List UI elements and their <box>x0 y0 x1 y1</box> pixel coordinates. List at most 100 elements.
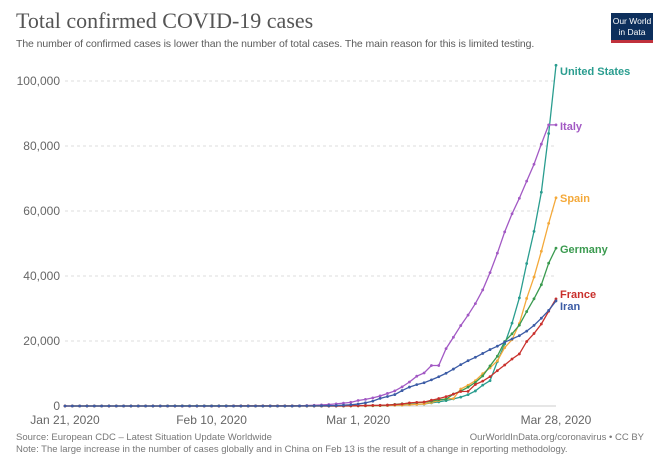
data-point <box>364 404 367 407</box>
data-point <box>232 404 235 408</box>
data-point <box>327 404 331 408</box>
data-point <box>224 404 228 408</box>
data-point <box>430 364 433 367</box>
data-point <box>503 340 507 344</box>
owid-logo[interactable]: Our World in Data <box>611 13 653 43</box>
data-point <box>495 354 499 358</box>
series-line <box>65 65 557 407</box>
data-point <box>495 359 499 363</box>
data-point <box>276 404 279 408</box>
data-point <box>525 340 529 343</box>
series-label[interactable]: Iran <box>560 301 580 313</box>
data-point <box>481 374 485 378</box>
data-point <box>408 401 411 405</box>
data-point <box>78 404 82 408</box>
series-italy[interactable] <box>63 123 558 408</box>
data-point <box>539 142 543 146</box>
data-point <box>503 230 507 234</box>
data-point <box>415 383 419 387</box>
data-point <box>415 374 419 378</box>
data-point <box>452 397 455 400</box>
data-point <box>510 357 514 361</box>
data-point <box>466 385 470 389</box>
data-point <box>473 383 477 386</box>
data-point <box>364 401 367 405</box>
data-point <box>400 385 404 389</box>
data-point <box>342 401 345 405</box>
data-point <box>122 404 126 408</box>
data-point <box>517 296 521 300</box>
data-point <box>239 404 243 408</box>
data-point <box>459 387 463 391</box>
data-point <box>290 404 294 408</box>
data-point <box>532 275 536 279</box>
data-point <box>437 375 441 379</box>
series-label[interactable]: United States <box>560 66 630 78</box>
y-tick-label: 40,000 <box>23 269 60 283</box>
data-point <box>488 271 492 275</box>
data-point <box>481 383 485 387</box>
data-point <box>136 404 140 408</box>
data-point <box>517 334 521 338</box>
x-axis-ticks: Jan 21, 2020 Feb 10, 2020 Mar 1, 2020 Mar 2… <box>30 413 591 427</box>
data-point <box>532 162 536 166</box>
data-point <box>466 359 470 363</box>
owid-link[interactable]: OurWorldInData.org/coronavirus • CC BY <box>469 432 644 443</box>
x-tick-label: Mar 1, 2020 <box>326 413 390 427</box>
data-point <box>85 404 89 408</box>
data-point <box>488 364 492 368</box>
series-label[interactable]: Spain <box>560 193 590 205</box>
data-point <box>466 393 470 397</box>
data-point <box>246 404 250 408</box>
data-point <box>452 392 455 396</box>
data-point <box>525 310 529 313</box>
series-label[interactable]: France <box>560 289 596 301</box>
methodology-note: Note: The large increase in the number o… <box>16 444 568 455</box>
data-point <box>261 404 265 408</box>
data-point <box>356 402 360 406</box>
data-point <box>144 404 148 408</box>
data-point <box>532 297 536 301</box>
data-point <box>151 404 155 408</box>
data-point <box>554 63 558 67</box>
data-point <box>503 363 507 367</box>
data-point <box>481 352 485 355</box>
data-point <box>459 324 463 327</box>
data-point <box>386 403 389 407</box>
data-point <box>481 288 485 292</box>
data-point <box>254 404 257 408</box>
data-point <box>444 347 448 351</box>
data-point <box>430 398 433 402</box>
series-united-states[interactable] <box>63 63 558 408</box>
data-point <box>371 396 375 400</box>
data-point <box>393 389 397 393</box>
data-point <box>495 251 499 255</box>
data-point <box>378 394 382 398</box>
data-point <box>334 404 338 407</box>
series-germany[interactable] <box>70 246 558 408</box>
data-point <box>495 344 499 348</box>
series-label[interactable]: Germany <box>560 244 609 256</box>
data-point <box>202 404 206 408</box>
data-point <box>393 403 397 407</box>
x-tick-label: Mar 28, 2020 <box>521 413 592 427</box>
data-point <box>547 309 551 312</box>
data-point <box>188 404 191 408</box>
data-point <box>525 179 529 183</box>
gridlines <box>65 80 556 407</box>
y-tick-label: 0 <box>53 399 60 413</box>
series-label[interactable]: Italy <box>560 121 583 133</box>
data-point <box>554 299 558 303</box>
data-point <box>488 348 492 351</box>
data-point <box>495 369 499 373</box>
data-point <box>510 321 514 325</box>
logo-line-1: Our World <box>612 16 652 26</box>
data-point <box>422 400 426 404</box>
data-point <box>349 403 353 407</box>
series-iran[interactable] <box>63 299 558 408</box>
y-tick-label: 20,000 <box>23 334 60 348</box>
data-point <box>473 355 477 359</box>
data-point <box>408 380 411 384</box>
